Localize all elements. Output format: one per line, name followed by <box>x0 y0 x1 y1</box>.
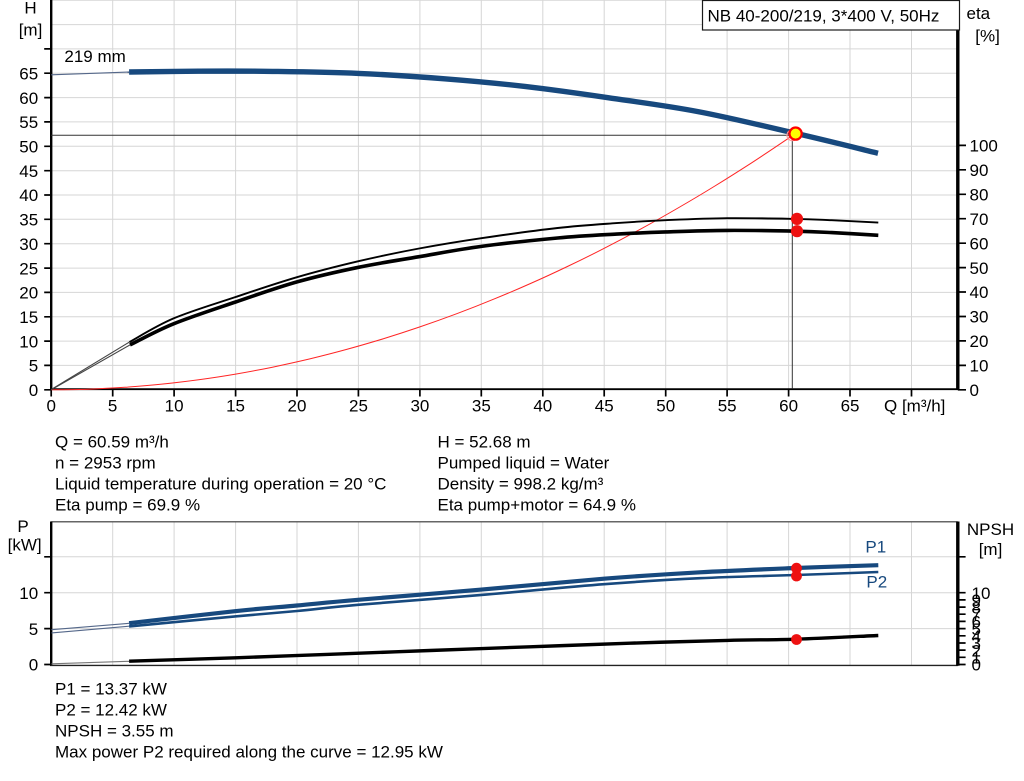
svg-text:219 mm: 219 mm <box>64 47 125 66</box>
svg-text:20: 20 <box>970 332 989 351</box>
svg-text:7: 7 <box>972 605 981 624</box>
svg-text:Max power P2 required along th: Max power P2 required along the curve = … <box>55 742 443 761</box>
svg-text:0: 0 <box>29 656 38 675</box>
svg-text:[m]: [m] <box>979 540 1003 559</box>
svg-text:P2 = 12.42 kW: P2 = 12.42 kW <box>55 700 167 719</box>
svg-text:65: 65 <box>19 64 38 83</box>
svg-text:NB 40-200/219, 3*400 V, 50Hz: NB 40-200/219, 3*400 V, 50Hz <box>708 7 940 26</box>
svg-text:NPSH = 3.55 m: NPSH = 3.55 m <box>55 721 174 740</box>
svg-text:60: 60 <box>779 397 798 416</box>
svg-text:45: 45 <box>595 397 614 416</box>
svg-text:P1: P1 <box>865 538 886 557</box>
svg-text:15: 15 <box>226 397 245 416</box>
svg-text:8: 8 <box>972 598 981 617</box>
svg-text:eta: eta <box>967 4 991 23</box>
svg-text:Liquid temperature during oper: Liquid temperature during operation = 20… <box>55 474 386 493</box>
svg-text:25: 25 <box>19 259 38 278</box>
svg-text:NPSH: NPSH <box>967 520 1014 539</box>
svg-text:10: 10 <box>165 397 184 416</box>
svg-text:20: 20 <box>19 284 38 303</box>
svg-text:5: 5 <box>108 397 117 416</box>
svg-text:P2: P2 <box>866 572 887 591</box>
svg-text:30: 30 <box>970 308 989 327</box>
svg-text:0: 0 <box>970 381 979 400</box>
svg-text:45: 45 <box>19 162 38 181</box>
svg-text:70: 70 <box>970 210 989 229</box>
svg-text:H: H <box>24 0 36 18</box>
svg-text:40: 40 <box>533 397 552 416</box>
svg-text:Density = 998.2 kg/m³: Density = 998.2 kg/m³ <box>438 474 604 493</box>
svg-text:10: 10 <box>972 584 991 603</box>
svg-text:35: 35 <box>19 211 38 230</box>
svg-text:Pumped liquid = Water: Pumped liquid = Water <box>438 453 610 472</box>
svg-text:0: 0 <box>46 397 55 416</box>
svg-text:55: 55 <box>19 113 38 132</box>
svg-text:Q [m³/h]: Q [m³/h] <box>884 397 945 416</box>
svg-text:3: 3 <box>972 634 981 653</box>
svg-text:15: 15 <box>19 308 38 327</box>
svg-text:[m]: [m] <box>19 20 43 39</box>
svg-text:[kW]: [kW] <box>8 536 42 555</box>
svg-text:[%]: [%] <box>975 27 1000 46</box>
svg-text:H = 52.68 m: H = 52.68 m <box>438 432 531 451</box>
svg-text:10: 10 <box>19 584 38 603</box>
svg-text:P: P <box>17 517 28 536</box>
svg-text:25: 25 <box>349 397 368 416</box>
svg-text:0: 0 <box>29 381 38 400</box>
svg-text:10: 10 <box>970 357 989 376</box>
svg-text:2: 2 <box>972 641 981 660</box>
svg-text:60: 60 <box>970 234 989 253</box>
svg-text:20: 20 <box>288 397 307 416</box>
svg-text:0: 0 <box>972 656 981 675</box>
svg-text:n = 2953 rpm: n = 2953 rpm <box>55 453 156 472</box>
svg-text:90: 90 <box>970 161 989 180</box>
svg-text:65: 65 <box>841 397 860 416</box>
svg-text:1: 1 <box>972 649 981 668</box>
svg-text:50: 50 <box>970 259 989 278</box>
svg-text:10: 10 <box>19 332 38 351</box>
svg-text:6: 6 <box>972 613 981 632</box>
svg-text:50: 50 <box>656 397 675 416</box>
svg-text:Eta pump+motor = 64.9 %: Eta pump+motor = 64.9 % <box>438 495 636 514</box>
svg-text:35: 35 <box>472 397 491 416</box>
svg-text:5: 5 <box>29 357 38 376</box>
svg-text:Eta pump = 69.9 %: Eta pump = 69.9 % <box>55 495 200 514</box>
svg-text:P1 = 13.37 kW: P1 = 13.37 kW <box>55 679 167 698</box>
svg-text:55: 55 <box>718 397 737 416</box>
svg-text:80: 80 <box>970 185 989 204</box>
svg-text:30: 30 <box>19 235 38 254</box>
svg-text:40: 40 <box>19 186 38 205</box>
svg-text:9: 9 <box>972 591 981 610</box>
svg-text:50: 50 <box>19 138 38 157</box>
svg-text:Q = 60.59 m³/h: Q = 60.59 m³/h <box>55 432 169 451</box>
svg-text:100: 100 <box>970 137 998 156</box>
svg-text:40: 40 <box>970 283 989 302</box>
svg-text:5: 5 <box>29 620 38 639</box>
svg-text:5: 5 <box>972 620 981 639</box>
svg-text:30: 30 <box>410 397 429 416</box>
svg-text:60: 60 <box>19 89 38 108</box>
svg-text:4: 4 <box>972 627 981 646</box>
